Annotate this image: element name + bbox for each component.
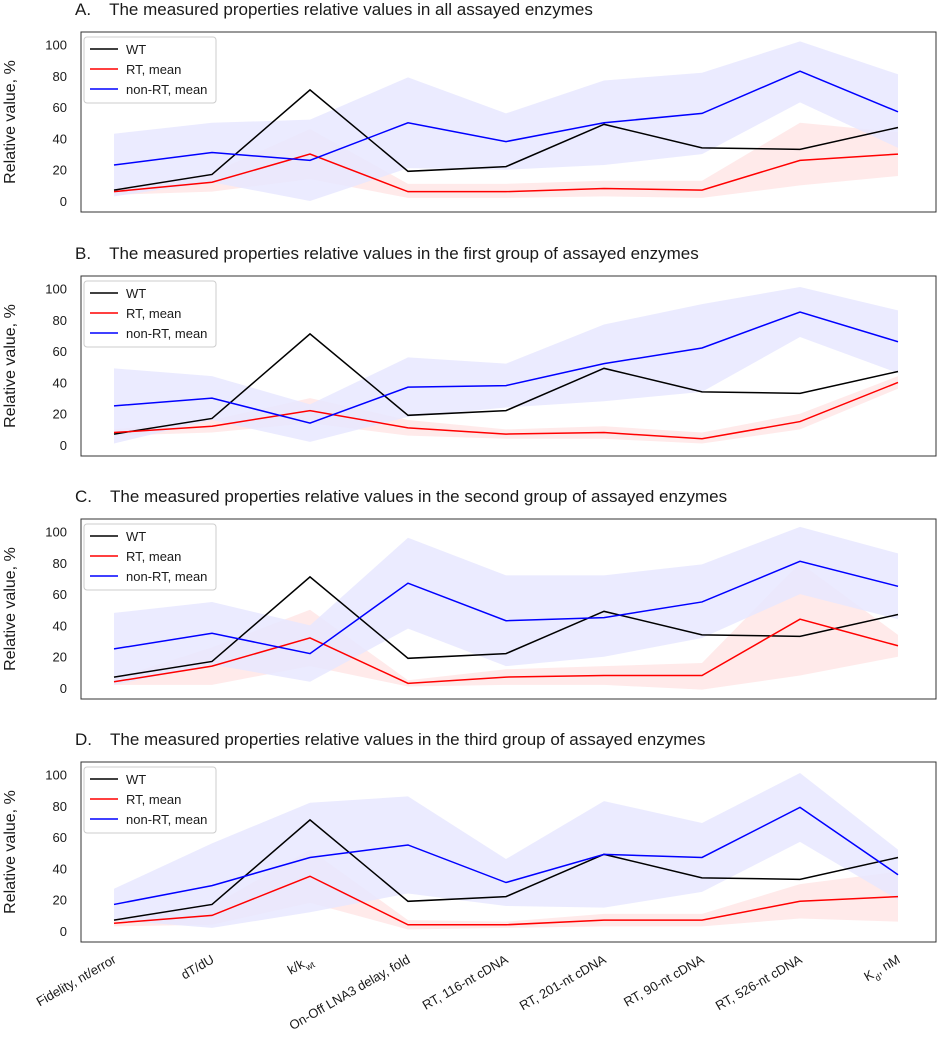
x-tick-label: RT, 90-nt cDNA bbox=[621, 951, 707, 1009]
y-axis-label: Relative value, % bbox=[2, 790, 19, 914]
y-tick-label: 0 bbox=[60, 194, 67, 209]
y-tick-label: 0 bbox=[60, 924, 67, 939]
panel-title: B. The measured properties relative value… bbox=[75, 244, 699, 263]
panel-label: B. bbox=[75, 244, 91, 263]
axes-frame bbox=[80, 761, 937, 943]
panel-title-text: The measured properties relative values … bbox=[110, 730, 705, 749]
x-tick-main: dT/dU bbox=[178, 952, 216, 983]
legend-label-rt: RT, mean bbox=[126, 792, 181, 807]
panel-title-text: The measured properties relative values … bbox=[109, 244, 699, 263]
legend: WT RT, mean non-RT, mean bbox=[83, 523, 217, 591]
panel-c: C. The measured properties relative value… bbox=[2, 487, 937, 700]
panel-title-text: The measured properties relative values … bbox=[110, 487, 727, 506]
legend-box bbox=[83, 523, 217, 591]
y-tick-label: 80 bbox=[53, 556, 67, 571]
y-tick-label: 60 bbox=[53, 344, 67, 359]
x-tick-label: RT, 201-nt cDNA bbox=[517, 951, 609, 1013]
x-tick-main: k/k bbox=[285, 956, 307, 978]
y-tick-label: 100 bbox=[45, 768, 67, 783]
y-tick-label: 80 bbox=[53, 69, 67, 84]
legend: WT RT, mean non-RT, mean bbox=[83, 280, 217, 348]
panel-label: A. bbox=[75, 0, 91, 19]
y-tick-label: 60 bbox=[53, 830, 67, 845]
x-tick-label: Fidelity, nt/error bbox=[34, 951, 119, 1009]
panel-a: A. The measured properties relative value… bbox=[2, 0, 937, 213]
y-tick-label: 40 bbox=[53, 131, 67, 146]
legend-label-nonrt: non-RT, mean bbox=[126, 569, 207, 584]
y-tick-label: 100 bbox=[45, 282, 67, 297]
x-tick-suffix: , nM bbox=[873, 952, 902, 978]
x-tick-main: RT, 116-nt cDNA bbox=[420, 951, 511, 1012]
legend-box bbox=[83, 280, 217, 348]
y-tick-label: 20 bbox=[53, 163, 67, 178]
panel-title: D. The measured properties relative value… bbox=[75, 730, 705, 749]
panel-title-text: The measured properties relative values … bbox=[109, 0, 593, 19]
axes-frame bbox=[80, 275, 937, 457]
y-axis-label: Relative value, % bbox=[2, 547, 19, 671]
x-tick-label: RT, 526-nt cDNA bbox=[713, 951, 805, 1013]
x-tick-label: RT, 116-nt cDNA bbox=[420, 951, 511, 1012]
legend-label-rt: RT, mean bbox=[126, 306, 181, 321]
x-tick-subscript: wt bbox=[303, 959, 317, 973]
panel-b: B. The measured properties relative value… bbox=[2, 244, 937, 457]
x-tick-label: Kd, nM bbox=[861, 952, 904, 988]
legend: WT RT, mean non-RT, mean bbox=[83, 36, 217, 104]
y-tick-label: 60 bbox=[53, 100, 67, 115]
legend-label-rt: RT, mean bbox=[126, 549, 181, 564]
y-tick-label: 20 bbox=[53, 650, 67, 665]
x-tick-main: Fidelity, nt/error bbox=[34, 951, 119, 1009]
y-tick-label: 40 bbox=[53, 861, 67, 876]
nonrt-confidence-band bbox=[114, 526, 898, 685]
legend-label-nonrt: non-RT, mean bbox=[126, 82, 207, 97]
nonrt-confidence-band bbox=[114, 41, 898, 202]
y-tick-label: 0 bbox=[60, 681, 67, 696]
axes-frame bbox=[80, 31, 937, 213]
panel-title: A. The measured properties relative value… bbox=[75, 0, 593, 19]
legend-label-wt: WT bbox=[126, 529, 146, 544]
nonrt-confidence-band bbox=[114, 286, 898, 444]
nonrt-confidence-band bbox=[114, 772, 898, 928]
y-tick-label: 40 bbox=[53, 375, 67, 390]
y-tick-label: 0 bbox=[60, 438, 67, 453]
y-tick-label: 20 bbox=[53, 893, 67, 908]
y-axis-label: Relative value, % bbox=[2, 60, 19, 184]
panel-title: C. The measured properties relative value… bbox=[75, 487, 727, 506]
legend-label-wt: WT bbox=[126, 42, 146, 57]
legend-label-rt: RT, mean bbox=[126, 62, 181, 77]
legend: WT RT, mean non-RT, mean bbox=[83, 766, 217, 834]
panel-d: D. The measured properties relative value… bbox=[2, 730, 937, 943]
legend-label-wt: WT bbox=[126, 286, 146, 301]
y-axis-label: Relative value, % bbox=[2, 304, 19, 428]
legend-label-wt: WT bbox=[126, 772, 146, 787]
legend-box bbox=[83, 36, 217, 104]
y-tick-label: 100 bbox=[45, 525, 67, 540]
x-tick-main: RT, 201-nt cDNA bbox=[517, 951, 609, 1013]
y-tick-label: 60 bbox=[53, 587, 67, 602]
y-tick-label: 100 bbox=[45, 38, 67, 53]
x-tick-label: k/kwt bbox=[285, 951, 317, 981]
x-tick-main: RT, 90-nt cDNA bbox=[621, 951, 707, 1009]
panel-label: C. bbox=[75, 487, 92, 506]
y-tick-label: 80 bbox=[53, 799, 67, 814]
x-tick-label: dT/dU bbox=[178, 952, 216, 983]
legend-label-nonrt: non-RT, mean bbox=[126, 812, 207, 827]
y-tick-label: 20 bbox=[53, 407, 67, 422]
panel-label: D. bbox=[75, 730, 92, 749]
legend-label-nonrt: non-RT, mean bbox=[126, 326, 207, 341]
legend-box bbox=[83, 766, 217, 834]
axes-frame bbox=[80, 518, 937, 700]
y-tick-label: 80 bbox=[53, 313, 67, 328]
x-tick-main: RT, 526-nt cDNA bbox=[713, 951, 805, 1013]
x-tick-subscript: d bbox=[873, 972, 882, 983]
y-tick-label: 40 bbox=[53, 618, 67, 633]
